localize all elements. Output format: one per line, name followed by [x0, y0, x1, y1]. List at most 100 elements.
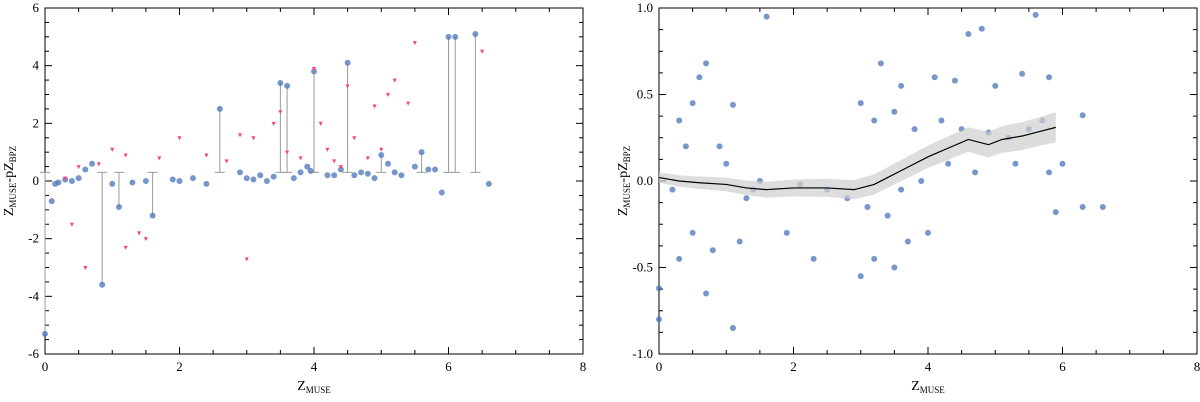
outlier-point	[379, 147, 384, 152]
data-point	[656, 285, 662, 292]
data-point	[891, 264, 898, 271]
y-axis-label-main: Z	[2, 208, 17, 217]
outlier-point	[157, 156, 162, 161]
data-point	[810, 255, 817, 262]
plot-frame	[44, 7, 584, 355]
data-point	[1052, 209, 1059, 216]
data-point	[656, 316, 662, 323]
y-axis-label-sub2: BPZ	[8, 146, 18, 163]
data-point	[763, 13, 770, 20]
x-axis-label-sub: MUSE	[306, 385, 332, 395]
x-axis-label-main: Z	[911, 379, 920, 394]
data-point	[783, 229, 790, 236]
data-point	[331, 172, 338, 179]
outlier-point	[204, 153, 209, 158]
data-point	[243, 175, 250, 182]
data-point	[951, 77, 958, 84]
data-point	[109, 180, 116, 187]
y-axis-label-mid: -pZ	[2, 162, 17, 182]
data-point	[257, 172, 264, 179]
data-point	[1046, 74, 1053, 81]
data-point	[364, 170, 371, 177]
data-point	[472, 30, 479, 37]
data-point	[978, 25, 985, 32]
data-point	[378, 152, 385, 159]
data-point	[918, 178, 925, 184]
outlier-point	[238, 133, 243, 138]
trend-confidence-band	[659, 112, 1056, 200]
outlier-point	[177, 136, 182, 141]
data-point	[884, 212, 891, 219]
y-tick-label: 1.0	[637, 0, 653, 15]
outlier-point	[298, 156, 303, 161]
data-point	[857, 100, 864, 107]
data-point	[689, 229, 696, 236]
data-point	[411, 163, 418, 170]
data-point	[743, 195, 750, 202]
data-point	[452, 33, 459, 40]
data-point	[723, 160, 730, 167]
y-axis-label-main: Z	[616, 208, 631, 217]
data-point	[1046, 169, 1053, 176]
data-point	[1079, 112, 1086, 119]
y-tick-label: -0.5	[632, 260, 653, 275]
data-point	[938, 117, 945, 124]
y-tick-label: 0.5	[637, 87, 653, 102]
y-tick-label: 0.0	[637, 173, 653, 188]
data-point	[891, 108, 898, 115]
x-tick-label: 6	[1059, 359, 1066, 374]
x-tick-label: 0	[42, 359, 49, 374]
y-tick-label: 4	[33, 58, 40, 73]
trend-line	[658, 126, 1056, 191]
x-axis-label: ZMUSE	[297, 379, 331, 395]
data-point	[425, 166, 432, 173]
x-tick-label: 2	[790, 359, 797, 374]
data-point	[344, 59, 351, 66]
data-point	[189, 175, 196, 182]
outlier-point	[143, 237, 148, 242]
outlier-point	[332, 159, 337, 164]
outlier-point	[312, 67, 316, 72]
data-point	[398, 172, 405, 179]
x-tick-label: 8	[1194, 359, 1200, 374]
data-point	[871, 117, 878, 124]
data-point	[864, 203, 871, 210]
y-tick-label: -4	[28, 288, 39, 303]
data-point	[216, 105, 223, 112]
data-point	[898, 82, 905, 89]
data-point	[485, 180, 492, 187]
data-point	[729, 325, 736, 332]
data-point	[709, 247, 716, 254]
data-point	[676, 255, 683, 262]
data-point	[337, 166, 344, 173]
data-point	[716, 143, 723, 150]
x-axis-label-main: Z	[297, 379, 306, 394]
data-point	[297, 169, 304, 176]
data-point	[203, 180, 210, 187]
outlier-point	[83, 266, 88, 270]
x-tick-label: 4	[925, 359, 932, 374]
outlier-point	[278, 110, 283, 115]
x-tick-label: 8	[580, 359, 587, 374]
data-point	[48, 198, 55, 205]
outlier-point	[285, 150, 290, 155]
data-point	[237, 169, 244, 176]
data-point	[972, 169, 979, 176]
data-point	[55, 179, 62, 186]
data-point	[703, 60, 710, 67]
data-point	[75, 175, 82, 182]
data-point	[284, 82, 291, 89]
data-point	[871, 255, 878, 262]
data-point	[432, 166, 439, 173]
data-point	[371, 175, 378, 182]
data-point	[696, 74, 703, 81]
data-point	[270, 173, 277, 180]
y-axis-label-sub1: MUSE	[622, 182, 632, 208]
data-point	[307, 167, 314, 174]
y-axis-label-mid: -pZ	[616, 162, 631, 182]
data-point	[82, 166, 89, 173]
y-axis-label: ZMUSE-pZBPZ	[2, 146, 18, 216]
outlier-point	[110, 147, 115, 152]
